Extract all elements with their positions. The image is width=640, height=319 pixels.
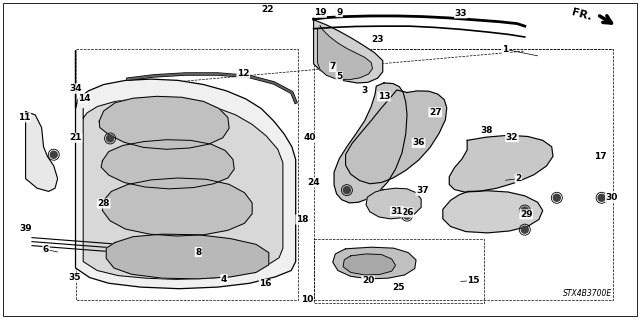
Text: 8: 8 bbox=[195, 248, 202, 256]
Text: 20: 20 bbox=[362, 276, 374, 285]
Text: 28: 28 bbox=[97, 199, 110, 208]
Text: 31: 31 bbox=[390, 207, 403, 216]
Text: 7: 7 bbox=[330, 63, 336, 71]
Polygon shape bbox=[334, 83, 407, 203]
Text: 37: 37 bbox=[416, 186, 429, 195]
Text: 2: 2 bbox=[515, 174, 522, 183]
Circle shape bbox=[522, 207, 528, 214]
Text: 1: 1 bbox=[502, 45, 509, 54]
Text: 26: 26 bbox=[401, 208, 413, 217]
Text: 3: 3 bbox=[362, 86, 368, 95]
Text: 16: 16 bbox=[259, 279, 272, 288]
Polygon shape bbox=[101, 140, 234, 189]
Text: 25: 25 bbox=[392, 283, 404, 292]
Polygon shape bbox=[83, 98, 283, 279]
Text: 22: 22 bbox=[261, 5, 274, 14]
Text: 12: 12 bbox=[237, 69, 250, 78]
Text: 23: 23 bbox=[371, 35, 384, 44]
Text: 40: 40 bbox=[303, 133, 316, 142]
Polygon shape bbox=[26, 112, 58, 191]
Text: 17: 17 bbox=[594, 152, 607, 161]
Circle shape bbox=[404, 212, 410, 219]
Text: 30: 30 bbox=[605, 193, 618, 202]
Text: 34: 34 bbox=[69, 84, 82, 93]
Text: FR.: FR. bbox=[571, 7, 593, 22]
Polygon shape bbox=[443, 191, 543, 233]
Polygon shape bbox=[314, 18, 383, 83]
Text: 10: 10 bbox=[301, 295, 314, 304]
Circle shape bbox=[554, 194, 560, 201]
Text: 38: 38 bbox=[480, 126, 493, 135]
Text: 36: 36 bbox=[412, 138, 425, 147]
Circle shape bbox=[598, 194, 605, 201]
Text: 29: 29 bbox=[520, 210, 532, 219]
Text: 13: 13 bbox=[378, 92, 390, 101]
Text: 18: 18 bbox=[296, 215, 308, 224]
Text: 35: 35 bbox=[68, 273, 81, 282]
Text: 14: 14 bbox=[78, 94, 91, 103]
Polygon shape bbox=[106, 234, 269, 279]
Text: 11: 11 bbox=[18, 113, 31, 122]
Polygon shape bbox=[76, 51, 296, 289]
Polygon shape bbox=[346, 90, 447, 184]
Circle shape bbox=[522, 226, 528, 233]
Polygon shape bbox=[102, 178, 252, 236]
Polygon shape bbox=[333, 247, 416, 279]
Polygon shape bbox=[99, 96, 229, 149]
Polygon shape bbox=[317, 26, 372, 80]
Text: 27: 27 bbox=[429, 108, 442, 117]
Text: STX4B3700E: STX4B3700E bbox=[563, 289, 612, 298]
Text: 24: 24 bbox=[307, 178, 320, 187]
Text: 19: 19 bbox=[314, 8, 326, 17]
Text: 32: 32 bbox=[506, 133, 518, 142]
Polygon shape bbox=[449, 135, 553, 192]
Text: 6: 6 bbox=[43, 245, 49, 254]
Circle shape bbox=[107, 135, 113, 142]
Text: 5: 5 bbox=[336, 72, 342, 81]
Text: 39: 39 bbox=[19, 224, 32, 233]
Text: 21: 21 bbox=[69, 133, 82, 142]
Polygon shape bbox=[366, 188, 421, 219]
Circle shape bbox=[51, 151, 57, 158]
Circle shape bbox=[344, 187, 350, 194]
Polygon shape bbox=[343, 254, 396, 275]
Text: 4: 4 bbox=[221, 275, 227, 284]
Text: 9: 9 bbox=[336, 8, 342, 17]
Text: 15: 15 bbox=[467, 276, 480, 285]
Text: 33: 33 bbox=[454, 9, 467, 18]
